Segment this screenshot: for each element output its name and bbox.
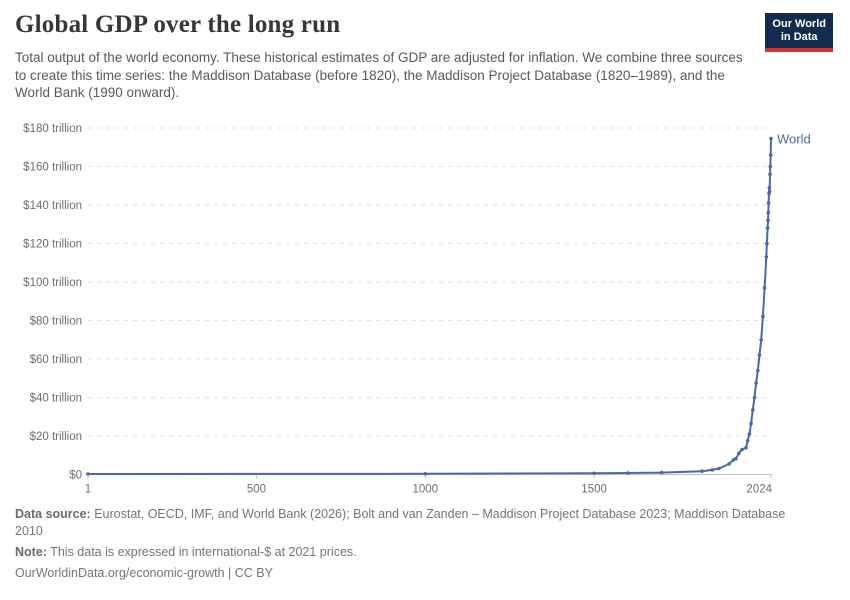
x-tick-label: 2024 bbox=[746, 484, 772, 496]
data-point-marker bbox=[757, 353, 762, 357]
data-point-marker bbox=[717, 466, 721, 471]
data-point-marker bbox=[749, 421, 753, 426]
y-tick-label: $60 trillion bbox=[30, 354, 82, 366]
owid-logo-line2: in Data bbox=[780, 31, 818, 43]
data-point-marker bbox=[767, 189, 772, 194]
data-source-label: Data source: bbox=[15, 507, 91, 521]
data-point-marker bbox=[752, 395, 757, 400]
note-line: Note: This data is expressed in internat… bbox=[15, 544, 805, 561]
data-point-marker bbox=[86, 472, 90, 476]
data-point-marker bbox=[740, 447, 744, 452]
chart-title: Global GDP over the long run bbox=[15, 11, 341, 38]
data-point-marker bbox=[766, 201, 771, 205]
y-tick-label: $160 trillion bbox=[23, 162, 82, 174]
data-point-marker bbox=[765, 241, 769, 246]
y-tick-label: $40 trillion bbox=[30, 393, 82, 405]
data-point-marker bbox=[762, 286, 767, 290]
owid-logo[interactable]: Our World in Data bbox=[765, 13, 833, 52]
license-text[interactable]: OurWorldinData.org/economic-growth | CC … bbox=[15, 566, 273, 580]
data-point-marker bbox=[710, 468, 715, 472]
data-point-marker bbox=[745, 439, 750, 443]
data-point-marker bbox=[761, 314, 765, 319]
y-tick-label: $140 trillion bbox=[23, 200, 82, 212]
x-tick-label: 1000 bbox=[412, 484, 438, 496]
data-point-marker bbox=[769, 136, 773, 141]
data-point-marker bbox=[767, 185, 772, 190]
chart-subtitle: Total output of the world economy. These… bbox=[15, 50, 743, 100]
data-point-marker bbox=[754, 381, 758, 385]
y-tick-label: $100 trillion bbox=[23, 277, 82, 289]
data-point-marker bbox=[766, 218, 770, 223]
note-text: This data is expressed in international-… bbox=[46, 545, 357, 559]
data-point-marker bbox=[768, 172, 772, 176]
data-point-marker bbox=[759, 338, 763, 342]
data-point-marker bbox=[744, 445, 748, 450]
data-point-marker bbox=[626, 471, 630, 475]
y-tick-label: $80 trillion bbox=[30, 316, 82, 328]
data-point-marker bbox=[592, 471, 596, 476]
data-point-marker bbox=[765, 226, 770, 230]
x-tick-label: 500 bbox=[247, 484, 266, 496]
data-point-marker bbox=[423, 472, 428, 476]
gdp-line bbox=[87, 137, 772, 475]
y-tick-label: $20 trillion bbox=[30, 431, 82, 443]
data-point-marker bbox=[766, 210, 771, 215]
data-point-marker bbox=[747, 432, 752, 436]
x-tick-label: 1 bbox=[85, 484, 91, 496]
data-point-marker bbox=[734, 456, 738, 461]
note-label: Note: bbox=[15, 545, 47, 559]
owid-logo-line1: Our World bbox=[772, 18, 826, 30]
data-source-line: Data source: Eurostat, OECD, IMF, and Wo… bbox=[15, 506, 805, 540]
data-point-marker bbox=[751, 408, 755, 412]
data-source-text: Eurostat, OECD, IMF, and World Bank (202… bbox=[15, 507, 786, 538]
x-tick-label: 1500 bbox=[581, 484, 607, 496]
data-point-marker bbox=[737, 451, 741, 456]
series-end-label: World bbox=[777, 132, 811, 147]
data-point-marker bbox=[764, 255, 769, 259]
data-point-marker bbox=[659, 470, 664, 475]
data-point-marker bbox=[756, 368, 760, 373]
data-point-marker bbox=[727, 462, 731, 466]
data-point-marker bbox=[768, 153, 773, 157]
y-tick-label: $180 trillion bbox=[23, 123, 82, 135]
data-point-marker bbox=[700, 469, 704, 474]
y-tick-label: $0 bbox=[69, 470, 82, 482]
data-point-marker bbox=[768, 164, 773, 169]
y-tick-label: $120 trillion bbox=[23, 239, 82, 251]
license-line[interactable]: OurWorldinData.org/economic-growth | CC … bbox=[15, 565, 805, 582]
chart-footer: Data source: Eurostat, OECD, IMF, and Wo… bbox=[15, 506, 805, 586]
